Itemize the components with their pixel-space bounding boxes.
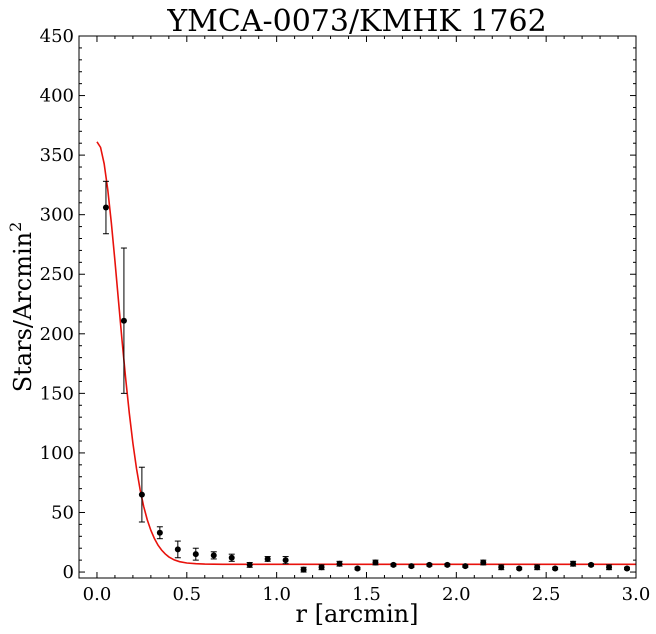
data-point: [588, 561, 595, 568]
x-tick-label: 3.0: [622, 584, 651, 605]
data-point: [354, 565, 361, 572]
y-axis-label-main: Stars/Arcmin: [9, 232, 37, 392]
data-point: [318, 564, 325, 571]
data-point: [534, 564, 541, 571]
x-tick-label: 2.5: [532, 584, 561, 605]
data-point: [372, 559, 379, 566]
fit-curve-line: [96, 141, 636, 566]
y-axis-label: Stars/Arcmin2: [6, 222, 37, 393]
data-point: [192, 551, 199, 558]
chart-title: YMCA-0073/KMHK 1762: [166, 4, 546, 39]
data-point: [570, 560, 577, 567]
data-point: [516, 565, 523, 572]
data-point: [282, 557, 289, 564]
data-point: [390, 561, 397, 568]
data-point: [480, 559, 487, 566]
axis-ticks: 0.0 0.5 1.0 1.5 2.0 2.5 3.0 0 50 100 150 200 250 300 3…: [40, 26, 651, 605]
x-tick-label: 0.0: [83, 584, 112, 605]
x-tick-label: 1.0: [262, 584, 291, 605]
data-points-layer: [102, 180, 631, 573]
x-tick-label: 0.5: [172, 584, 201, 605]
y-tick-label: 350: [40, 145, 74, 166]
y-tick-label: 200: [40, 324, 74, 345]
data-point: [228, 554, 235, 561]
y-tick-label: 0: [63, 562, 74, 583]
x-axis-label: r [arcmin]: [296, 600, 419, 628]
data-point: [462, 563, 469, 570]
data-point: [174, 546, 181, 553]
y-tick-label: 400: [40, 86, 74, 107]
data-point: [624, 565, 631, 572]
data-point: [444, 561, 451, 568]
fit-curve-layer: [96, 141, 636, 566]
data-point: [246, 561, 253, 568]
x-tick-label: 2.0: [442, 584, 471, 605]
data-point: [336, 560, 343, 567]
plot-frame: [78, 35, 637, 579]
y-tick-label: 150: [40, 383, 74, 404]
data-point: [498, 564, 505, 571]
data-point: [102, 204, 109, 211]
data-point: [138, 491, 145, 498]
data-point: [210, 552, 217, 559]
data-point: [156, 529, 163, 536]
y-tick-label: 250: [40, 264, 74, 285]
y-tick-label: 100: [40, 443, 74, 464]
data-point: [264, 555, 271, 562]
data-point: [552, 565, 559, 572]
data-point: [408, 563, 415, 570]
x-tick-label: 1.5: [352, 584, 381, 605]
data-point: [606, 564, 613, 571]
y-tick-label: 50: [51, 502, 74, 523]
data-point: [300, 566, 307, 573]
y-axis-label-superscript: 2: [6, 222, 25, 232]
data-point: [120, 317, 127, 324]
y-tick-label: 450: [40, 26, 74, 47]
y-tick-label: 300: [40, 205, 74, 226]
data-point: [426, 561, 433, 568]
